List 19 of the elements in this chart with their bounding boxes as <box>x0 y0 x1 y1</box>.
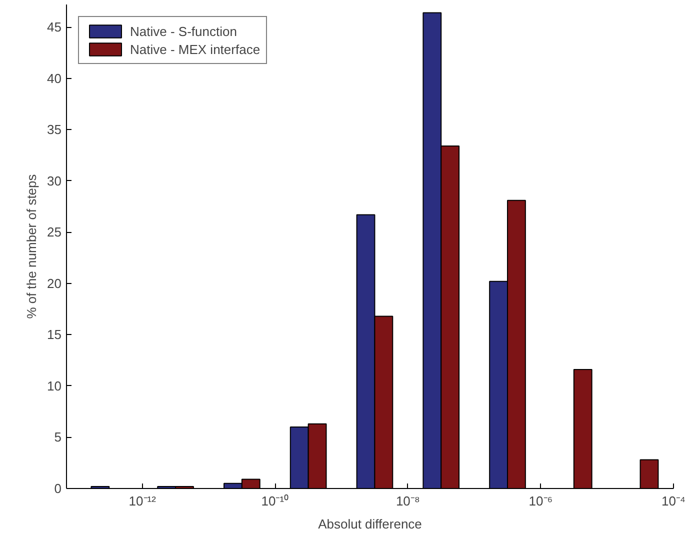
y-tick-label: 0 <box>54 481 62 496</box>
y-tick-label: 5 <box>54 430 62 445</box>
y-tick-label: 40 <box>47 70 62 86</box>
y-tick-label: 45 <box>47 20 62 35</box>
y-tick-label: 25 <box>47 224 62 240</box>
legend-label: Native - MEX interface <box>130 42 260 56</box>
x-tick-label: 10⁻⁸ <box>396 494 420 508</box>
x-tick-label: 10⁻⁴ <box>661 494 686 508</box>
x-tick-label: 10⁻¹⁰ <box>261 494 290 508</box>
y-tick-label: 35 <box>47 122 62 138</box>
y-tick-label: 15 <box>47 327 62 342</box>
x-tick-label: 10⁻¹² <box>128 494 157 508</box>
y-tick-label: 10 <box>47 378 62 394</box>
y-tick-label: 30 <box>47 173 62 188</box>
legend-label: Native - S-function <box>130 24 237 38</box>
x-axis-title: Absolut difference <box>318 516 422 532</box>
y-axis-title: % of the number of steps <box>24 174 40 319</box>
y-tick-label: 20 <box>47 276 62 291</box>
x-tick-label: 10⁻⁶ <box>528 494 553 508</box>
